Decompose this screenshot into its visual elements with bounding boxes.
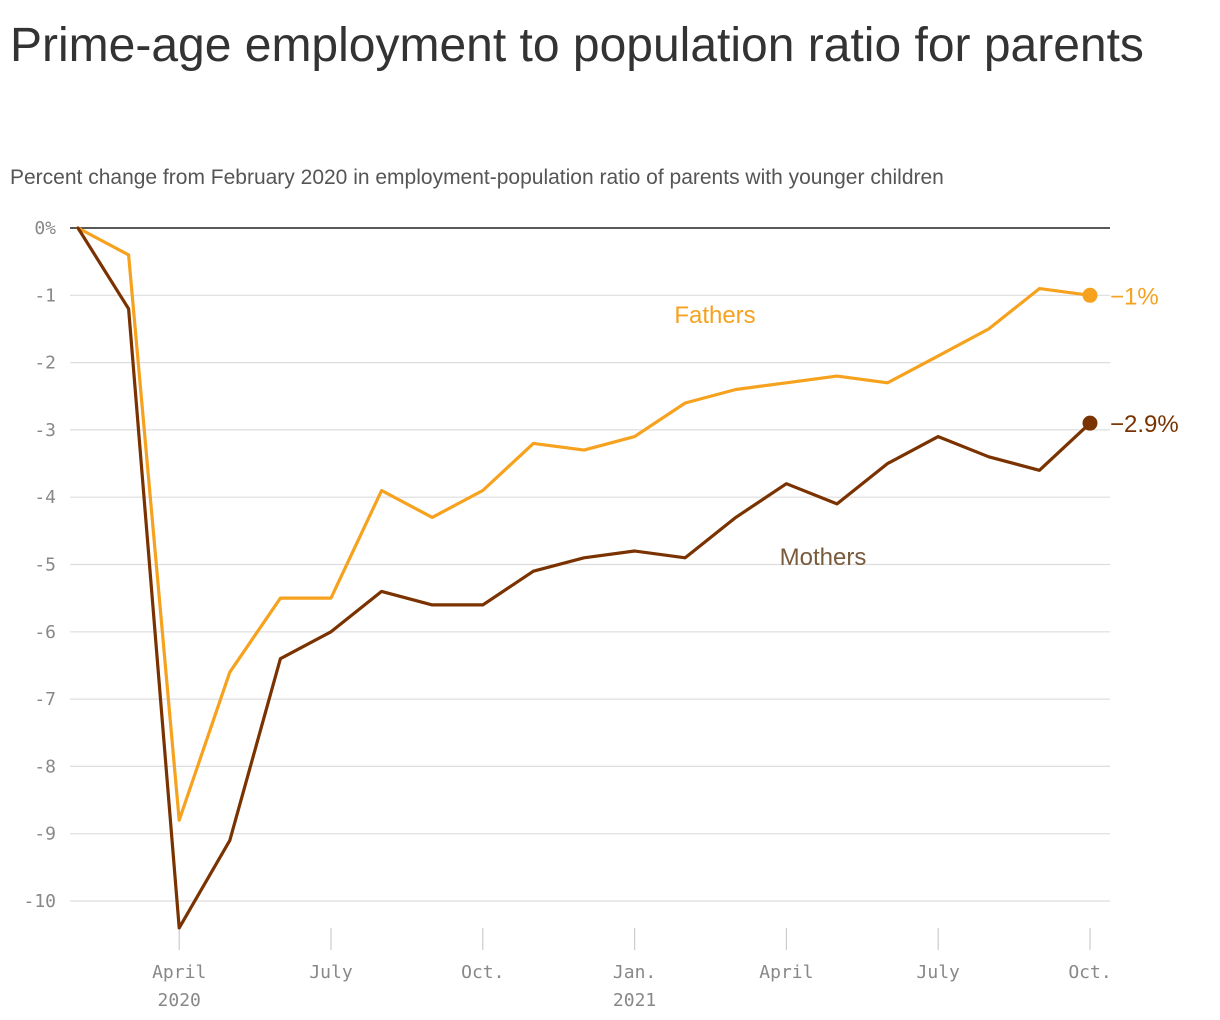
y-tick-label: -1 (34, 285, 56, 306)
y-tick-label: -6 (34, 622, 56, 643)
chart-title: Prime-age employment to population ratio… (10, 19, 1144, 72)
x-tick-label: Oct. (461, 962, 504, 983)
y-tick-label: -4 (34, 487, 56, 508)
x-tick-year: 2021 (613, 990, 656, 1011)
end-point-fathers (1082, 287, 1098, 303)
x-tick-label: July (309, 962, 353, 983)
y-tick-label: -7 (34, 689, 56, 710)
series-labels: −1% −2.9% Fathers Mothers (674, 283, 1178, 571)
y-tick-label: -5 (34, 555, 56, 576)
x-tick-label: April (759, 962, 813, 983)
x-tick-label: Oct. (1068, 962, 1111, 983)
series-line-fathers (76, 226, 1092, 822)
chart-subtitle: Percent change from February 2020 in emp… (10, 166, 944, 189)
x-tick-label: Jan. (613, 962, 656, 983)
end-point-mothers (1082, 415, 1098, 431)
x-axis: April 2020 July Oct. Jan. 2021 April July Oct. (152, 928, 1112, 1011)
y-tick-label: -9 (34, 824, 56, 845)
series-label-fathers: Fathers (674, 302, 755, 329)
y-tick-label: -10 (23, 891, 56, 912)
y-axis: 0% -1 -2 -3 -4 -5 -6 -7 -8 -9 -10 (23, 218, 56, 912)
x-tick-year: 2020 (158, 990, 201, 1011)
end-label-fathers: −1% (1110, 283, 1159, 310)
end-label-mothers: −2.9% (1110, 411, 1179, 438)
gridlines (70, 227, 1110, 902)
x-tick-label: July (917, 962, 961, 983)
y-tick-label: -2 (34, 353, 56, 374)
series-lines (76, 226, 1098, 930)
series-label-mothers: Mothers (780, 544, 867, 571)
y-tick-label: 0% (34, 218, 56, 239)
y-tick-label: -3 (34, 420, 56, 441)
x-tick-label: April (152, 962, 206, 983)
series-line-mothers (76, 226, 1092, 930)
y-tick-label: -8 (34, 756, 56, 777)
